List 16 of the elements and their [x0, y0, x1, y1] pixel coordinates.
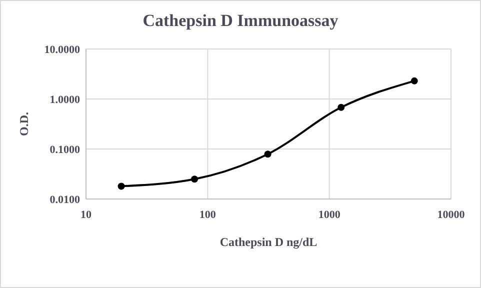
- y-tick-label: 0.0100: [50, 194, 80, 206]
- y-axis-title: O.D.: [17, 112, 31, 136]
- x-tick-label: 100: [199, 209, 216, 221]
- x-tick-label: 10000: [437, 209, 466, 221]
- point: [264, 150, 272, 158]
- y-tick-label: 0.1000: [50, 144, 80, 156]
- y-tick-label: 1.0000: [50, 94, 80, 106]
- x-axis-title: Cathepsin D ng/dL: [220, 235, 318, 249]
- point: [191, 176, 198, 183]
- point: [118, 182, 125, 190]
- y-tick-label: 10.0000: [44, 44, 80, 56]
- chart-title: Cathepsin D Immunoassay: [142, 11, 339, 30]
- x-tick-label: 10: [80, 209, 92, 221]
- x-tick-label: 1000: [318, 209, 341, 221]
- point: [338, 104, 345, 111]
- point: [410, 77, 418, 84]
